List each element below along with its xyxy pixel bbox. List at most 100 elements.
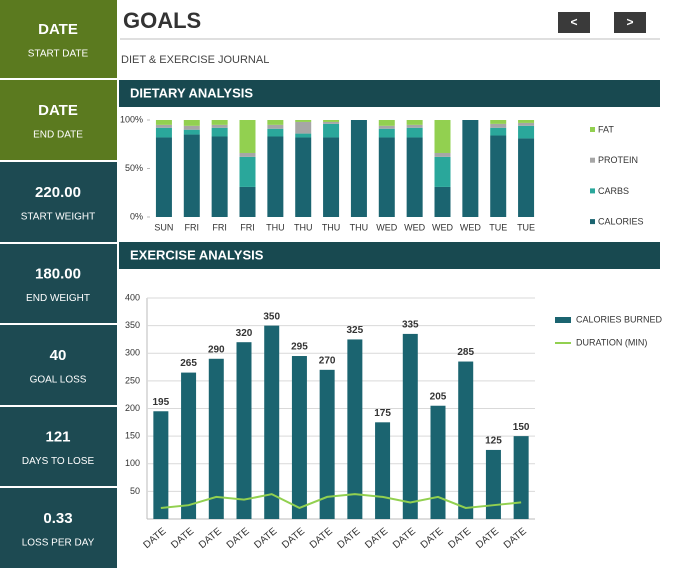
legend-swatch [555, 317, 571, 323]
section-title: DIETARY ANALYSIS [130, 85, 253, 100]
nav-button[interactable]: > [614, 12, 646, 33]
x-tick-label: THU [266, 222, 285, 232]
x-tick-label: DATE [336, 526, 363, 551]
x-tick-label: DATE [142, 526, 169, 551]
legend-swatch [590, 219, 595, 225]
bar [347, 339, 363, 519]
bar [236, 342, 252, 519]
bar-segment [295, 120, 312, 122]
bar-segment [155, 120, 172, 125]
x-tick-label: DATE [474, 526, 501, 551]
x-tick-label: DATE [419, 526, 446, 551]
sidebar-tile [0, 488, 117, 568]
y-tick-label: 300 [125, 348, 140, 358]
bar-segment [518, 125, 535, 139]
bar [375, 422, 391, 519]
legend-label: DURATION (MIN) [576, 337, 647, 347]
bar-segment [211, 124, 228, 128]
section-band [119, 242, 660, 269]
bar-segment [295, 121, 312, 134]
bar-segment [239, 156, 256, 187]
data-label: 290 [208, 344, 225, 355]
tile-label: DAYS TO LOSE [22, 456, 95, 467]
bar [181, 372, 197, 519]
x-tick-label: DATE [446, 526, 473, 551]
legend-swatch [590, 157, 595, 163]
legend-label: FAT [598, 124, 614, 134]
bar [319, 369, 335, 519]
bar-segment [211, 127, 228, 137]
bar-segment [406, 137, 423, 217]
bar-segment [378, 128, 395, 138]
line-series [160, 493, 522, 510]
bar [402, 333, 418, 519]
sidebar-tile [0, 244, 117, 323]
title: GOALS [123, 8, 201, 33]
bar-segment [490, 120, 507, 124]
bar [513, 436, 529, 519]
section-title: EXERCISE ANALYSIS [130, 247, 264, 262]
sidebar-tile [0, 407, 117, 486]
x-tick-label: THU [350, 222, 369, 232]
bar-segment [350, 120, 367, 217]
x-tick-label: DATE [197, 526, 224, 551]
x-tick-label: SUN [154, 222, 173, 232]
x-tick-label: DATE [363, 526, 390, 551]
x-tick-label: WED [404, 222, 425, 232]
nav-button[interactable]: < [558, 12, 590, 33]
sidebar-tile [0, 0, 117, 78]
bar-segment [267, 136, 284, 217]
bar-segment [239, 186, 256, 217]
x-tick-label: THU [294, 222, 313, 232]
x-tick-label: FRI [240, 222, 255, 232]
sidebar-tile [0, 80, 117, 160]
bar-segment [434, 152, 451, 157]
x-tick-label: DATE [391, 526, 418, 551]
x-tick-label: FRI [185, 222, 200, 232]
bar-segment [267, 128, 284, 137]
x-tick-label: DATE [252, 526, 279, 551]
bar-segment [183, 134, 200, 217]
nav-button-bg[interactable] [614, 12, 646, 33]
bar-segment [490, 135, 507, 217]
bar [458, 361, 474, 519]
x-tick-label: WED [376, 222, 397, 232]
tile-value: 0.33 [43, 510, 72, 527]
bar-segment [406, 124, 423, 128]
y-tick-label: 50 [130, 486, 140, 496]
tile-value: 220.00 [35, 184, 81, 201]
data-label: 150 [513, 422, 530, 433]
tile-label: START DATE [28, 49, 89, 60]
bar-segment [434, 120, 451, 153]
tile-label: LOSS PER DAY [22, 538, 95, 549]
sidebar-tile [0, 325, 117, 405]
tile-value: 40 [50, 347, 67, 364]
nav-button-bg[interactable] [558, 12, 590, 33]
bar-segment [518, 138, 535, 217]
bar-segment [183, 120, 200, 126]
data-label: 335 [402, 320, 419, 331]
tile-value: 121 [45, 428, 70, 445]
legend-swatch [590, 188, 595, 194]
y-tick-label: 150 [125, 431, 140, 441]
bar-segment [378, 137, 395, 217]
bar-segment [490, 127, 507, 136]
x-tick-label: TUE [489, 222, 507, 232]
bar [291, 356, 307, 519]
data-label: 270 [319, 355, 336, 366]
x-tick-label: WED [432, 222, 453, 232]
bar-segment [267, 124, 284, 129]
bar-segment [406, 127, 423, 138]
nav-button-label[interactable]: < [570, 15, 577, 29]
tile-label: END DATE [33, 130, 83, 141]
legend-label: CARBS [598, 186, 629, 196]
nav-button-label[interactable]: > [626, 15, 633, 29]
bar [153, 411, 169, 519]
bar-segment [267, 120, 284, 125]
legend-label: CALORIES [598, 216, 644, 226]
bar-segment [239, 152, 256, 157]
tile-value: DATE [38, 102, 78, 119]
bar-segment [211, 120, 228, 125]
bar-segment [239, 120, 256, 153]
